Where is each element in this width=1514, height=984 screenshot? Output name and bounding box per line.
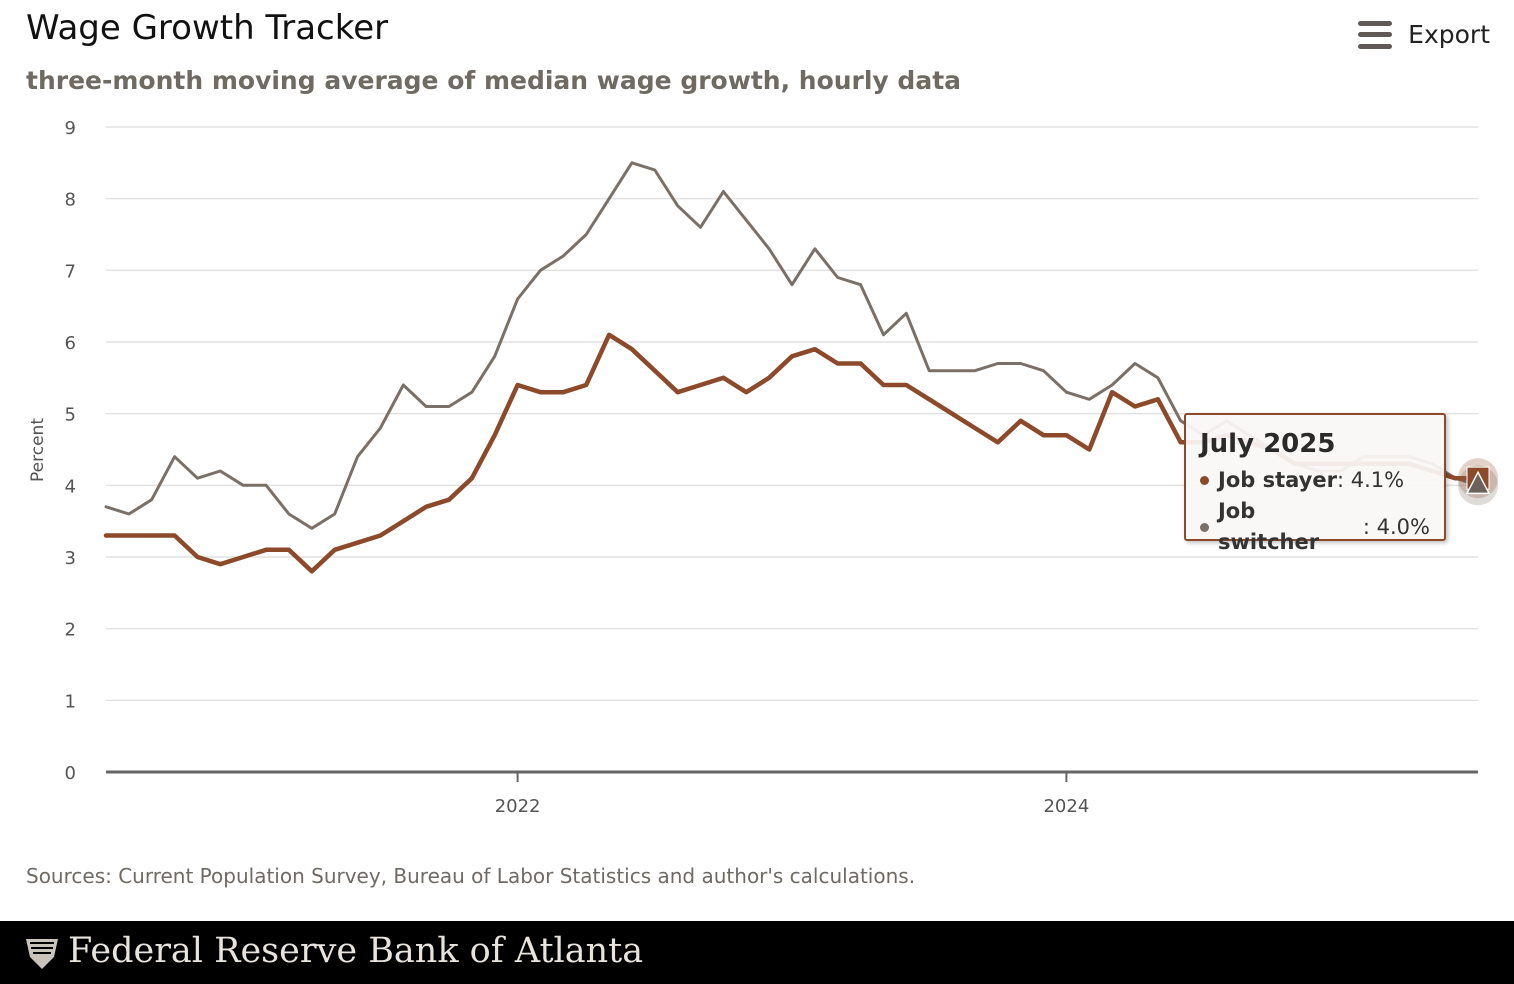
- y-tick-label-0: 0: [65, 763, 76, 784]
- axes: 0 1 2 3 4 5 6 7 8 9 Percent 2022 2024: [28, 118, 1478, 817]
- menu-icon: [1358, 20, 1393, 49]
- switcher-marker: [1465, 470, 1491, 495]
- chart-subtitle: three-month moving average of median wag…: [26, 66, 962, 95]
- tooltip: July 2025 Job stayer: 4.1% Job switcher:…: [1184, 413, 1446, 554]
- y-tick-label-8: 8: [65, 190, 76, 211]
- y-tick-label-5: 5: [65, 405, 76, 426]
- bank-logo-icon: [26, 939, 58, 969]
- stayer-dot-icon: [1200, 476, 1209, 485]
- x-tick-label-2024: 2024: [1043, 796, 1089, 817]
- x-tick-label-2022: 2022: [495, 796, 541, 817]
- y-tick-label-3: 3: [65, 548, 76, 569]
- export-button[interactable]: Export: [1358, 20, 1490, 49]
- tooltip-title: July 2025: [1200, 429, 1336, 459]
- y-axis-title: Percent: [28, 418, 48, 482]
- y-tick-label-4: 4: [65, 476, 76, 497]
- y-tick-label-2: 2: [65, 620, 76, 641]
- tooltip-row-switcher: Job switcher: 4.0%: [1200, 496, 1430, 558]
- footer-brand: Federal Reserve Bank of Atlanta: [68, 931, 644, 971]
- switcher-dot-icon: [1200, 522, 1209, 532]
- sources-note: Sources: Current Population Survey, Bure…: [26, 864, 916, 888]
- tooltip-stayer-value: 4.1%: [1350, 468, 1405, 492]
- y-tick-label-7: 7: [65, 261, 76, 282]
- tooltip-stayer-label: Job stayer: [1218, 468, 1337, 492]
- tooltip-switcher-label: Job switcher: [1217, 499, 1320, 554]
- chart-title: Wage Growth Tracker: [26, 8, 389, 48]
- export-label: Export: [1408, 20, 1490, 49]
- hover-markers: [1458, 458, 1498, 506]
- footer: Federal Reserve Bank of Atlanta: [0, 921, 1514, 984]
- y-tick-label-1: 1: [65, 691, 76, 712]
- tooltip-row-stayer: Job stayer: 4.1%: [1200, 465, 1430, 496]
- tooltip-switcher-value: 4.0%: [1376, 514, 1430, 539]
- y-tick-label-9: 9: [65, 118, 76, 139]
- y-tick-label-6: 6: [65, 333, 76, 354]
